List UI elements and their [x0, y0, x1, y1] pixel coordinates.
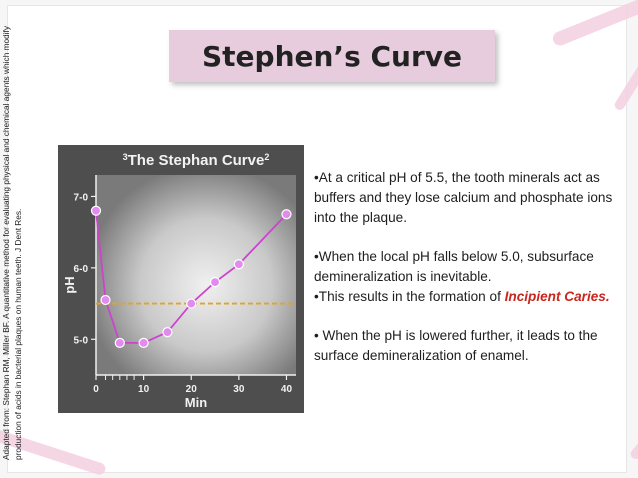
decorative-stroke	[550, 0, 638, 48]
bullet-subsurface: •When the local pH falls below 5.0, subs…	[314, 249, 594, 284]
y-tick-label: 7-0	[74, 192, 89, 203]
y-axis-label: pH	[62, 276, 77, 293]
x-tick-label: 0	[93, 384, 99, 395]
data-point	[281, 209, 292, 220]
slide-title-box: Stephen’s Curve	[169, 30, 495, 82]
stephan-curve-chart: 3The Stephan Curve2 pH Min 7-0 6-0 5-0 0 10 2…	[58, 145, 304, 413]
y-tick-label: 5-0	[74, 335, 89, 346]
data-marks	[90, 205, 296, 348]
citation-line-2: production of acids in bacterial plaques…	[13, 208, 23, 460]
bullet-incipient-caries: •This results in the formation of Incipi…	[314, 287, 620, 307]
data-point	[90, 205, 102, 216]
bullet-list: •At a critical pH of 5.5, the tooth mine…	[314, 168, 620, 366]
bullet-surface-demineralization: • When the pH is lowered further, it lea…	[314, 328, 598, 363]
slide-title: Stephen’s Curve	[201, 39, 463, 73]
data-point	[233, 259, 244, 270]
incipient-caries-highlight: Incipient Caries.	[504, 289, 610, 304]
data-point	[162, 327, 173, 338]
data-point	[138, 337, 149, 348]
bullet-incipient-text: •This results in the formation of	[314, 289, 505, 304]
decorative-stroke	[612, 30, 638, 112]
data-point	[209, 277, 221, 288]
x-tick-label: 30	[233, 384, 245, 395]
chart-svg: 3The Stephan Curve2 pH Min 7-0 6-0 5-0 0 10 2…	[58, 145, 304, 413]
data-point	[186, 298, 197, 309]
citation: Adapted from: Stephan RM, Miller BF. A q…	[0, 20, 36, 460]
data-point	[100, 294, 111, 306]
plot-area	[96, 175, 296, 375]
chart-title: 3The Stephan Curve2	[123, 152, 270, 169]
y-tick-label: 6-0	[74, 264, 89, 275]
decorative-stroke	[628, 400, 638, 462]
x-tick-label: 20	[186, 384, 198, 395]
citation-line-1: Adapted from: Stephan RM, Miller BF. A q…	[1, 26, 11, 460]
x-axis-label: Min	[185, 395, 207, 410]
bullet-critical-ph: •At a critical pH of 5.5, the tooth mine…	[314, 170, 613, 225]
data-point	[114, 337, 125, 348]
x-tick-label: 10	[138, 384, 150, 395]
x-tick-label: 40	[281, 384, 293, 395]
